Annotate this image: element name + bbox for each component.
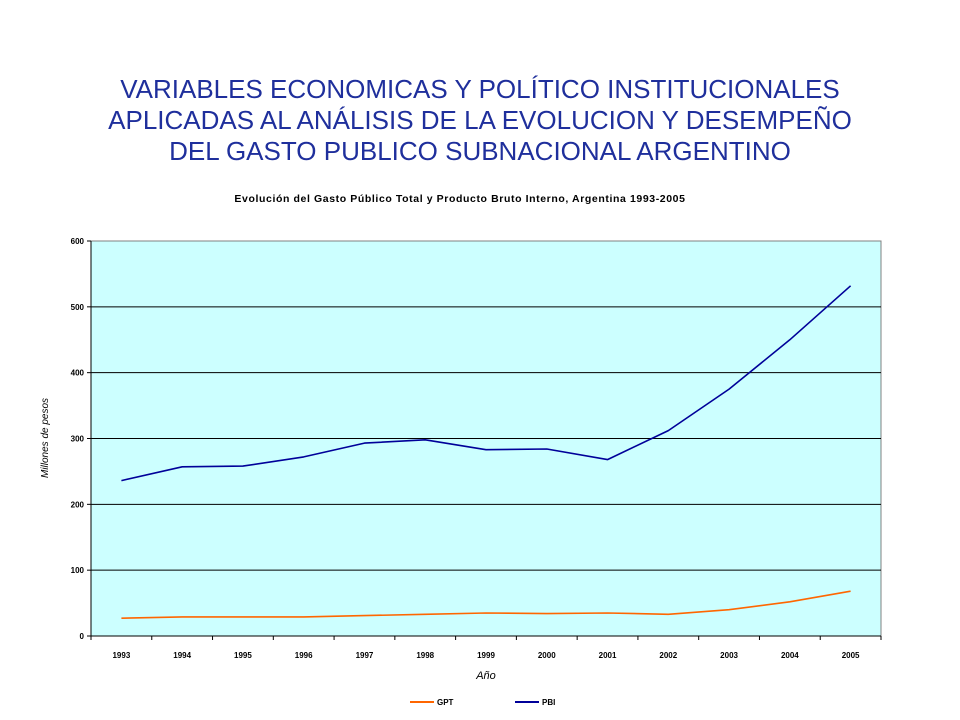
y-tick-label: 100	[71, 566, 85, 575]
x-tick-label: 2000	[538, 651, 556, 660]
series-lines	[121, 285, 852, 619]
x-tick-label: 1994	[173, 651, 191, 660]
x-tick-label: 2003	[720, 651, 738, 660]
y-tick-label: 400	[71, 369, 85, 378]
slide-title-line-1: VARIABLES ECONOMICAS Y POLÍTICO INSTITUC…	[120, 74, 840, 104]
y-tick-label: 200	[71, 500, 85, 509]
y-axis-label: Millones de pesos	[40, 398, 51, 478]
series-line-gpt	[121, 590, 851, 619]
x-axis: 1993 1994 1995 1996 1997 1998 1999 2000 2001 2002…	[90, 635, 882, 660]
x-tick-label: 2002	[659, 651, 677, 660]
x-tick-label: 2001	[599, 651, 617, 660]
gridlines	[91, 306, 881, 571]
x-tick-label: 2004	[781, 651, 799, 660]
x-tick-label: 1995	[234, 651, 252, 660]
y-tick-label: 0	[80, 632, 85, 641]
x-tick-label: 1993	[112, 651, 130, 660]
y-tick-label: 300	[71, 435, 85, 444]
x-tick-label: 1996	[295, 651, 313, 660]
x-tick-label: 1998	[416, 651, 434, 660]
chart-title: Evolución del Gasto Público Total y Prod…	[234, 193, 685, 205]
legend: GPT PBI	[410, 698, 555, 707]
x-tick-label: 2005	[842, 651, 860, 660]
series-line-pbi	[121, 285, 852, 482]
x-tick-label: 1999	[477, 651, 495, 660]
slide-title: VARIABLES ECONOMICAS Y POLÍTICO INSTITUC…	[60, 74, 900, 167]
x-axis-label: Año	[475, 670, 496, 682]
legend-label-gpt: GPT	[437, 698, 454, 707]
y-tick-label: 500	[71, 303, 85, 312]
y-axis: 0 100 200 300 400 500 600	[71, 237, 92, 641]
legend-label-pbi: PBI	[542, 698, 555, 707]
slide-title-line-2: APLICADAS AL ANÁLISIS DE LA EVOLUCION Y …	[108, 105, 852, 135]
x-tick-label: 1997	[356, 651, 374, 660]
y-tick-label: 600	[71, 237, 85, 246]
slide-title-line-3: DEL GASTO PUBLICO SUBNACIONAL ARGENTINO	[169, 136, 791, 166]
